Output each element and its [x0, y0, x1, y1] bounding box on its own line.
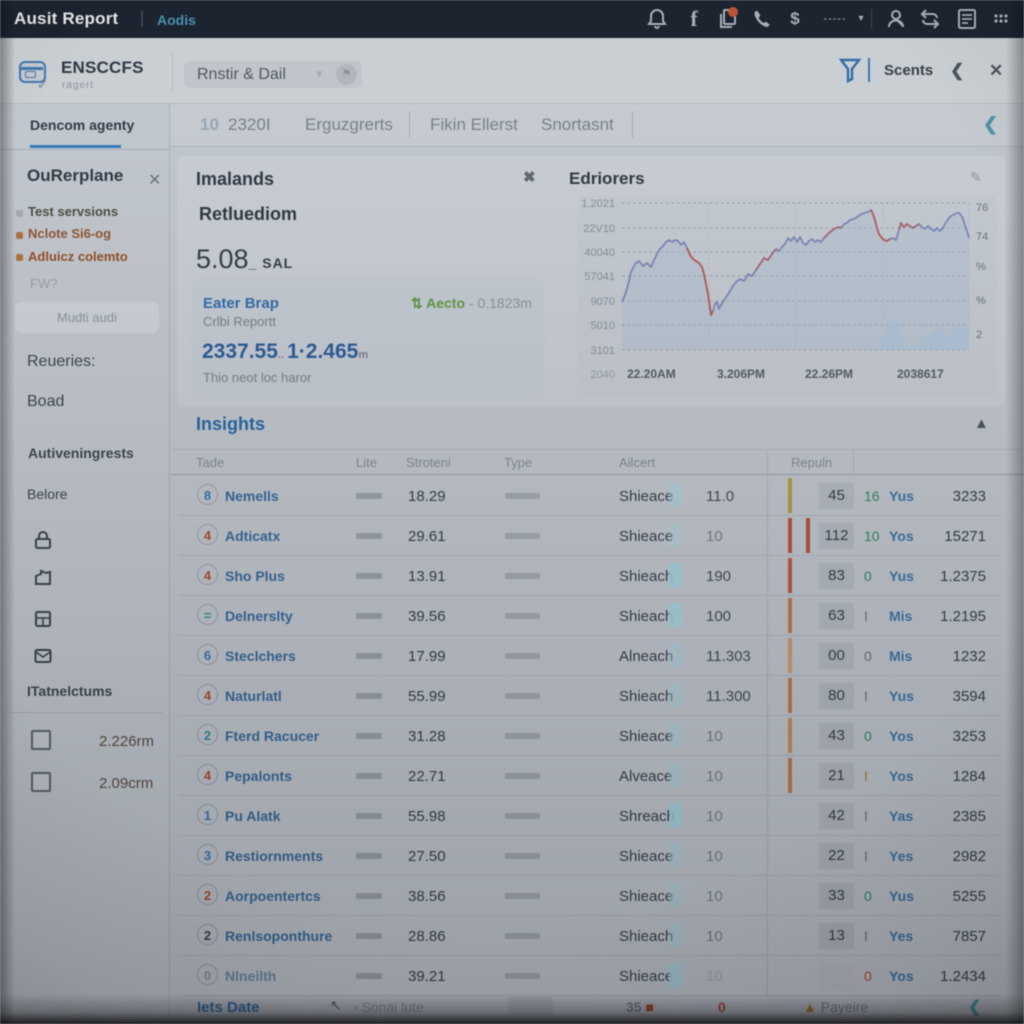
svg-text:22.26PM: 22.26PM — [805, 367, 853, 381]
svg-text:57041: 57041 — [584, 271, 615, 283]
svg-text:2038617: 2038617 — [897, 367, 944, 381]
svg-text:1.2021: 1.2021 — [581, 198, 615, 210]
svg-text:22.20AM: 22.20AM — [627, 367, 676, 381]
svg-text:3101: 3101 — [591, 345, 615, 357]
svg-text:9070: 9070 — [591, 296, 615, 308]
svg-text:2: 2 — [976, 329, 982, 341]
svg-text:74: 74 — [976, 231, 988, 243]
svg-text:40040: 40040 — [584, 247, 615, 259]
svg-text:2040: 2040 — [591, 369, 615, 381]
svg-text:22V10: 22V10 — [583, 223, 615, 235]
svg-text:3.206PM: 3.206PM — [717, 367, 765, 381]
svg-text:%: % — [976, 295, 986, 307]
svg-text:76: 76 — [976, 202, 988, 214]
svg-text:%: % — [976, 261, 986, 273]
svg-text:5010: 5010 — [591, 320, 615, 332]
